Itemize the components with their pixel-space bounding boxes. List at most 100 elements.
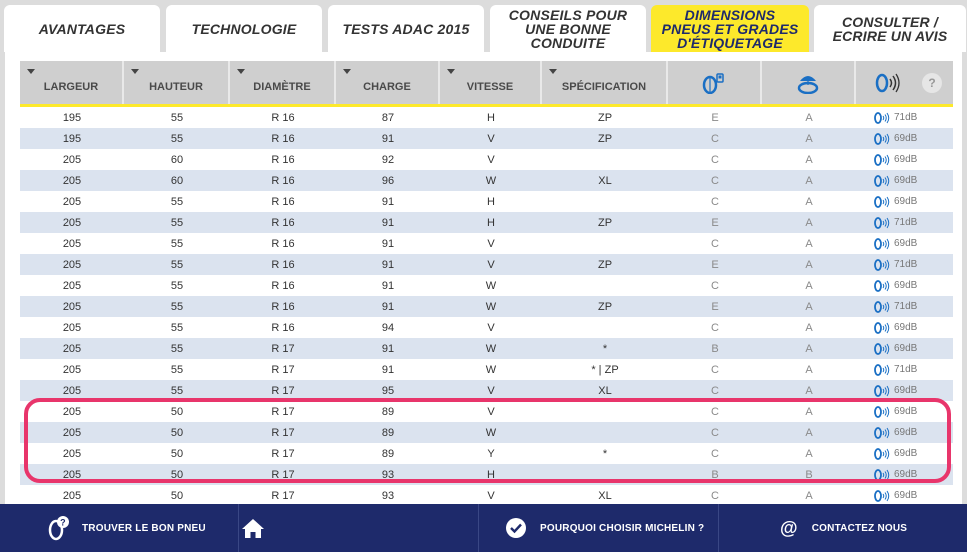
noise-value: 69dB [894,406,918,417]
cell-specification: XL [598,384,612,397]
nav-divider [718,504,719,552]
cell-largeur: 205 [62,153,82,166]
table-row[interactable]: 205 55 R 17 91 W * | ZP C A 71dB [20,359,953,380]
cell-diametre: R 16 [271,237,295,250]
help-button[interactable]: ? [922,73,942,93]
cell-fuel-grade: C [711,132,719,145]
table-row[interactable]: 195 55 R 16 87 H ZP E A 71dB [20,107,953,128]
cell-wet-grade: A [805,111,813,124]
why-michelin-link[interactable]: POURQUOI CHOISIR MICHELIN ? [505,504,704,552]
table-row[interactable]: 205 50 R 17 93 V XL C A 69dB [20,485,953,504]
cell-vitesse: W [485,342,497,355]
noise-value: 69dB [894,196,918,207]
nav-divider [478,504,479,552]
column-wet-grip[interactable] [762,61,856,104]
table-row[interactable]: 205 55 R 16 91 W C A 69dB [20,275,953,296]
cell-vitesse: Y [487,447,495,460]
cell-vitesse: V [487,405,495,418]
sort-arrow-icon [447,69,455,74]
noise-value: 71dB [894,112,918,123]
cell-hauteur: 50 [170,489,184,502]
cell-hauteur: 50 [170,426,184,439]
table-row[interactable]: 205 50 R 17 89 V C A 69dB [20,401,953,422]
column-largeur[interactable]: LARGEUR [20,61,124,104]
tab-tests-adac[interactable]: TESTS ADAC 2015 [328,5,484,52]
cell-specification: * [602,342,608,355]
cell-charge: 89 [381,405,395,418]
column-label: SPÉCIFICATION [561,80,647,93]
table-row[interactable]: 205 55 R 16 91 H C A 69dB [20,191,953,212]
table-row[interactable]: 195 55 R 16 91 V ZP C A 69dB [20,128,953,149]
noise-value: 69dB [894,322,918,333]
cell-largeur: 205 [62,342,82,355]
noise-value: 69dB [894,238,918,249]
column-vitesse[interactable]: VITESSE [440,61,542,104]
cell-noise: 69dB [856,195,953,208]
column-charge[interactable]: CHARGE [336,61,440,104]
cell-wet-grade: A [805,363,813,376]
tab-avantages[interactable]: AVANTAGES [4,5,160,52]
table-row[interactable]: 205 60 R 16 96 W XL C A 69dB [20,170,953,191]
cell-noise: 69dB [856,384,953,397]
tab-conseils[interactable]: CONSEILS POUR UNE BONNE CONDUITE [490,5,646,52]
cell-specification: ZP [597,132,613,145]
cell-fuel-grade: B [711,342,719,355]
table-row[interactable]: 205 55 R 16 91 H ZP E A 71dB [20,212,953,233]
cell-largeur: 205 [62,300,82,313]
noise-level-icon [874,447,890,460]
cell-vitesse: H [487,195,495,208]
table-row[interactable]: 205 55 R 16 91 V ZP E A 71dB [20,254,953,275]
cell-noise: 71dB [856,363,953,376]
tab-technologie[interactable]: TECHNOLOGIE [166,5,322,52]
home-button[interactable] [240,504,266,552]
cell-noise: 69dB [856,426,953,439]
header-underline [20,104,953,107]
cell-hauteur: 55 [170,258,184,271]
column-diametre[interactable]: DIAMÈTRE [230,61,336,104]
cell-noise: 71dB [856,258,953,271]
table-row[interactable]: 205 55 R 17 91 W * B A 69dB [20,338,953,359]
cell-largeur: 205 [62,447,82,460]
cell-hauteur: 60 [170,174,184,187]
noise-level-icon [874,153,890,166]
column-label: VITESSE [466,80,514,93]
cell-diametre: R 17 [271,489,295,502]
cell-vitesse: W [485,174,497,187]
tab-avis[interactable]: CONSULTER / ECRIRE UN AVIS [814,5,966,52]
table-row[interactable]: 205 50 R 17 89 W C A 69dB [20,422,953,443]
find-tire-link[interactable]: ? TROUVER LE BON PNEU [48,504,206,552]
cell-charge: 91 [381,342,395,355]
cell-noise: 69dB [856,321,953,334]
noise-level-icon [874,468,890,481]
tab-dimensions[interactable]: DIMENSIONS PNEUS ET GRADES D'ÉTIQUETAGE [651,5,809,52]
cell-charge: 93 [381,468,395,481]
sort-arrow-icon [549,69,557,74]
cell-hauteur: 50 [170,447,184,460]
tire-help-icon: ? [48,516,69,541]
table-row[interactable]: 205 50 R 17 93 H B B 69dB [20,464,953,485]
cell-vitesse: V [487,489,495,502]
column-specification[interactable]: SPÉCIFICATION [542,61,668,104]
cell-charge: 91 [381,258,395,271]
cell-specification: ZP [597,216,613,229]
cell-charge: 91 [381,363,395,376]
contact-link[interactable]: @ CONTACTEZ NOUS [780,504,907,552]
table-row[interactable]: 205 50 R 17 89 Y * C A 69dB [20,443,953,464]
column-hauteur[interactable]: HAUTEUR [124,61,230,104]
table-row[interactable]: 205 55 R 16 91 V C A 69dB [20,233,953,254]
table-row[interactable]: 205 55 R 17 95 V XL C A 69dB [20,380,953,401]
table-row[interactable]: 205 60 R 16 92 V C A 69dB [20,149,953,170]
column-fuel-efficiency[interactable] [668,61,762,104]
cell-fuel-grade: C [711,405,719,418]
cell-fuel-grade: C [711,384,719,397]
cell-fuel-grade: C [711,363,719,376]
noise-value: 69dB [894,154,918,165]
noise-value: 71dB [894,259,918,270]
check-circle-icon [506,518,526,538]
table-row[interactable]: 205 55 R 16 94 V C A 69dB [20,317,953,338]
cell-largeur: 205 [62,384,82,397]
cell-vitesse: H [487,468,495,481]
table-row[interactable]: 205 55 R 16 91 W ZP E A 71dB [20,296,953,317]
cell-charge: 91 [381,279,395,292]
cell-diametre: R 16 [271,300,295,313]
